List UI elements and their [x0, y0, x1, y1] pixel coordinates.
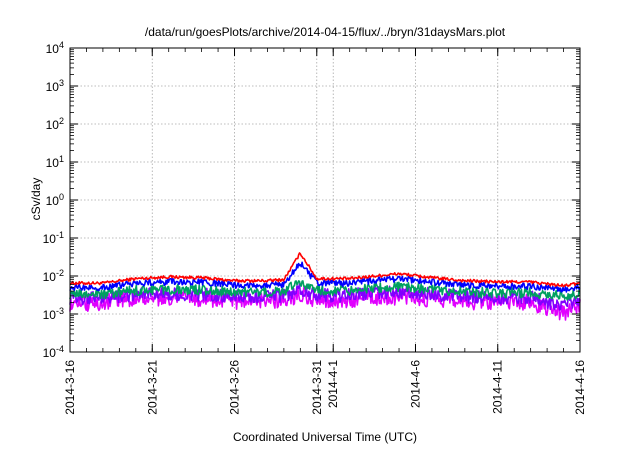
x-tick-label: 2014-3-26 [228, 360, 242, 415]
x-tick-label: 2014-3-16 [63, 360, 77, 415]
y-tick-label: 102 [46, 116, 64, 132]
plot-frame [69, 47, 581, 353]
series-line [69, 283, 581, 311]
series-layer [69, 252, 581, 321]
y-tick-label: 104 [46, 40, 64, 56]
y-tick-label: 10-3 [43, 306, 64, 322]
chart-title: /data/run/goesPlots/archive/2014-04-15/f… [145, 25, 506, 39]
x-tick-label: 2014-3-31 [310, 360, 324, 415]
y-axis-label: cSv/day [29, 178, 43, 221]
x-axis-label: Coordinated Universal Time (UTC) [233, 430, 417, 444]
y-tick-label: 10-4 [43, 344, 64, 360]
x-tick-labels: 2014-3-16 2014-3-21 2014-3-26 2014-3-31 2014… [63, 360, 587, 415]
y-tick-label: 100 [46, 192, 64, 208]
x-tick-label: 2014-3-21 [145, 360, 159, 415]
series-line [69, 280, 581, 301]
y-tick-labels: 10-4 10-3 10-2 10-1 100 101 102 103 104 [43, 40, 64, 360]
y-tick-label: 103 [46, 78, 64, 94]
ticks [69, 47, 581, 353]
grid [70, 48, 580, 352]
series-line [69, 252, 581, 288]
x-tick-label: 2014-4-6 [408, 360, 422, 408]
x-tick-label: 2014-4-1 [326, 360, 340, 408]
x-tick-label: 2014-4-16 [573, 360, 587, 415]
series-line [69, 261, 581, 293]
x-tick-label: 2014-4-11 [491, 360, 505, 414]
y-tick-label: 101 [46, 154, 64, 170]
y-tick-label: 10-2 [43, 268, 64, 284]
y-tick-label: 10-1 [43, 230, 64, 246]
